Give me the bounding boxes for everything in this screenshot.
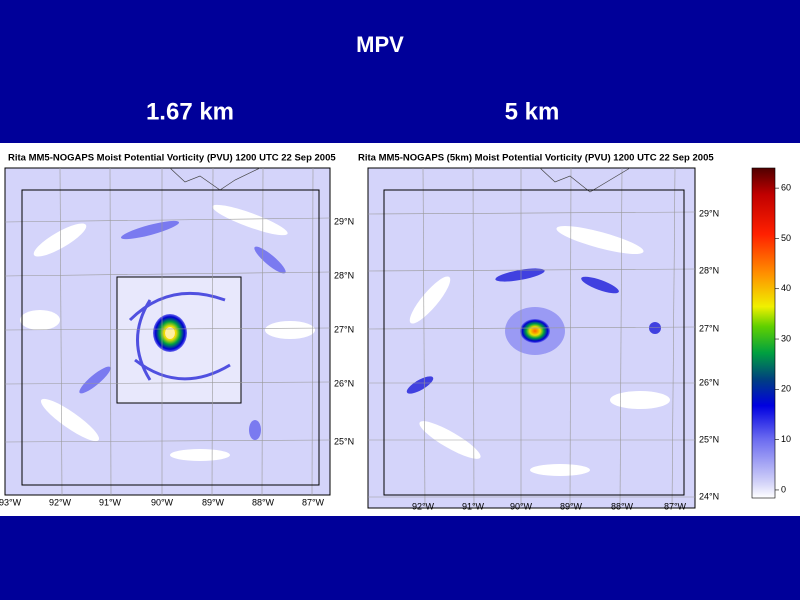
lat-label: 25°N [699,434,719,444]
lon-label: 88°W [252,497,275,507]
lat-label: 29°N [334,216,354,226]
colorbar-label: 10 [781,434,791,444]
lon-label: 91°W [462,501,485,511]
colorbar [751,167,776,499]
lat-label: 28°N [699,265,719,275]
lon-label: 93°W [0,497,22,507]
lon-label: 87°W [664,501,687,511]
lon-label: 87°W [302,497,325,507]
lat-label: 28°N [334,270,354,280]
lon-label: 92°W [412,501,435,511]
plot-title: Rita MM5-NOGAPS (5km) Moist Potential Vo… [358,153,714,164]
lon-label: 88°W [611,501,634,511]
slide-title: MPV [356,32,404,57]
lat-label: 25°N [334,436,354,446]
lon-label: 92°W [49,497,72,507]
lon-label: 90°W [151,497,174,507]
map [367,167,696,509]
panel-subtitle: 5 km [505,98,560,125]
lon-label: 90°W [510,501,533,511]
map [4,167,331,496]
colorbar-label: 30 [781,333,791,343]
plot-title: Rita MM5-NOGAPS Moist Potential Vorticit… [8,153,336,164]
lon-label: 91°W [99,497,122,507]
colorbar-label: 20 [781,384,791,394]
lat-label: 24°N [699,491,719,501]
lat-label: 26°N [334,378,354,388]
colorbar-label: 60 [781,182,791,192]
lat-label: 27°N [699,323,719,333]
colorbar-label: 40 [781,283,791,293]
colorbar-label: 50 [781,233,791,243]
lat-label: 27°N [334,324,354,334]
lon-label: 89°W [560,501,583,511]
lat-label: 29°N [699,208,719,218]
colorbar-label: 0 [781,484,786,494]
lat-label: 26°N [699,377,719,387]
footer-band [0,516,800,600]
lon-label: 89°W [202,497,225,507]
panel-subtitle: 1.67 km [146,98,234,125]
